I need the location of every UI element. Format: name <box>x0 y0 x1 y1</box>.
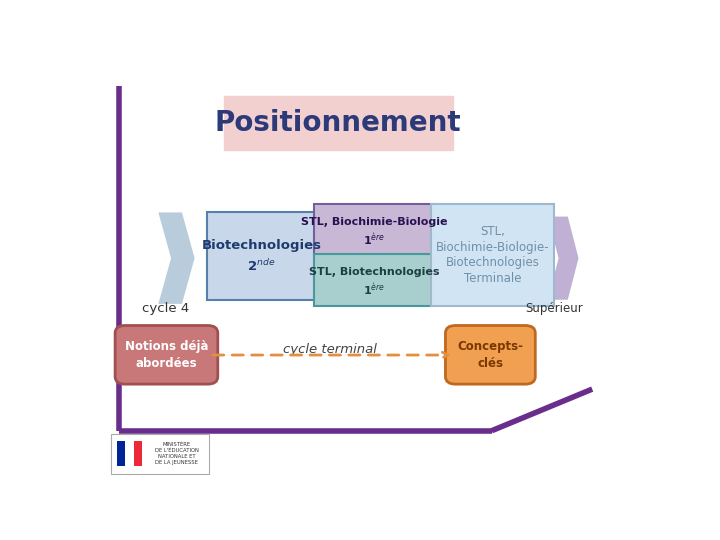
Text: cycle terminal: cycle terminal <box>283 343 377 356</box>
Text: 1$^{ère}$: 1$^{ère}$ <box>363 281 385 298</box>
Text: MINISTÈRE
DE L'ÉDUCATION
NATIONALE ET
DE LA JEUNESSE: MINISTÈRE DE L'ÉDUCATION NATIONALE ET DE… <box>155 442 199 465</box>
FancyBboxPatch shape <box>207 212 316 300</box>
FancyBboxPatch shape <box>125 441 133 466</box>
Text: Biotechnologies: Biotechnologies <box>446 256 540 269</box>
FancyBboxPatch shape <box>115 326 217 384</box>
FancyBboxPatch shape <box>315 254 434 306</box>
FancyBboxPatch shape <box>133 441 142 466</box>
FancyBboxPatch shape <box>315 204 434 256</box>
Polygon shape <box>548 217 579 300</box>
FancyBboxPatch shape <box>224 96 453 150</box>
Text: STL,: STL, <box>480 225 505 238</box>
Text: Positionnement: Positionnement <box>215 109 462 137</box>
Text: Notions déjà
abordées: Notions déjà abordées <box>125 340 208 370</box>
Text: STL, Biotechnologies: STL, Biotechnologies <box>309 267 439 276</box>
Text: cycle 4: cycle 4 <box>142 301 189 314</box>
Text: Biotechnologies: Biotechnologies <box>202 239 322 252</box>
FancyBboxPatch shape <box>446 326 535 384</box>
FancyBboxPatch shape <box>111 434 209 474</box>
FancyBboxPatch shape <box>117 441 125 466</box>
FancyBboxPatch shape <box>431 204 554 306</box>
Text: Supérieur: Supérieur <box>525 301 582 314</box>
Text: 2$^{nde}$: 2$^{nde}$ <box>248 259 276 274</box>
Text: Concepts-
clés: Concepts- clés <box>457 340 523 370</box>
Text: STL, Biochimie-Biologie: STL, Biochimie-Biologie <box>301 217 448 227</box>
Polygon shape <box>158 212 194 304</box>
Text: 1$^{ère}$: 1$^{ère}$ <box>363 231 385 248</box>
Text: Terminale: Terminale <box>464 272 521 285</box>
Text: Biochimie-Biologie-: Biochimie-Biologie- <box>436 241 549 254</box>
